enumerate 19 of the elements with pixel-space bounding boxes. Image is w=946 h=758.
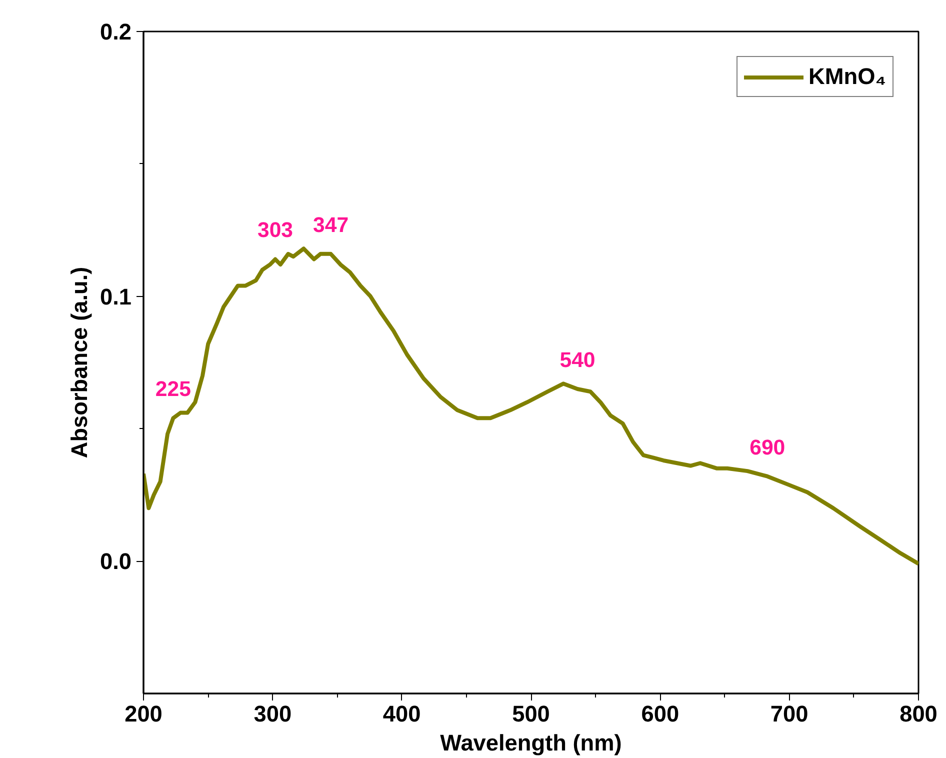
annotation: 690 bbox=[750, 435, 786, 460]
x-tick-label: 300 bbox=[254, 700, 292, 726]
x-tick-label: 800 bbox=[900, 700, 938, 726]
x-tick-label: 600 bbox=[641, 700, 680, 726]
y-tick-label: 0.1 bbox=[100, 283, 132, 310]
x-axis-title: Wavelength (nm) bbox=[440, 730, 622, 756]
annotation: 347 bbox=[313, 212, 349, 237]
x-tick-label: 200 bbox=[124, 700, 162, 726]
annotation: 225 bbox=[155, 377, 192, 402]
line-series bbox=[144, 246, 918, 566]
y-axis-title: Absorbance (a.u.) bbox=[66, 266, 92, 458]
x-tick-label: 500 bbox=[512, 700, 550, 726]
annotation: 540 bbox=[560, 348, 596, 372]
y-tick-label: 0.0 bbox=[100, 548, 132, 574]
annotation: 303 bbox=[257, 218, 294, 242]
x-tick-label: 700 bbox=[770, 700, 808, 726]
legend-label: KMnO₄ bbox=[808, 63, 886, 90]
x-tick-label: 400 bbox=[382, 700, 421, 726]
y-tick-label: 0.2 bbox=[100, 18, 132, 44]
